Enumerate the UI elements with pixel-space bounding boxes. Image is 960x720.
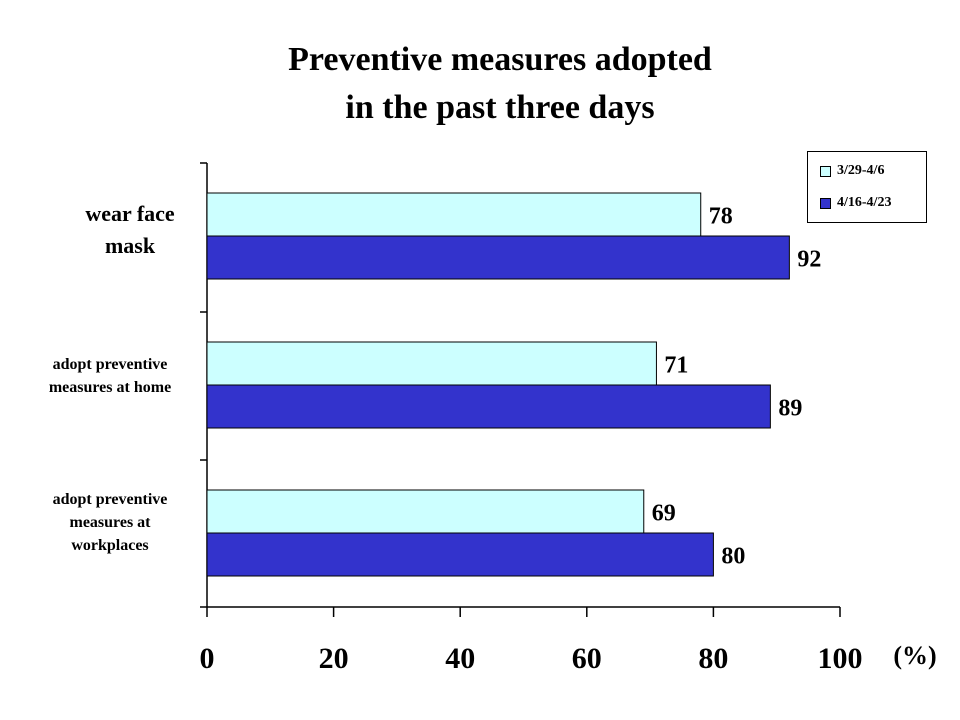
data-label-2-1: 92 bbox=[797, 247, 821, 273]
category-label-2-line-1: adopt preventive bbox=[52, 356, 168, 373]
data-label-1-1: 78 bbox=[709, 204, 733, 230]
legend-item-series-2: 4/16-4/23 bbox=[820, 195, 891, 211]
legend-swatch-series-2 bbox=[820, 197, 831, 209]
x-tick-label-40: 40 bbox=[445, 642, 475, 675]
chart-title-line-1: Preventive measures adopted bbox=[288, 41, 712, 78]
legend-label-series-2: 4/16-4/23 bbox=[837, 195, 892, 210]
legend: 3/29-4/6 4/16-4/23 bbox=[807, 151, 927, 223]
data-label-2-2: 89 bbox=[778, 396, 802, 422]
x-tick-label-80: 80 bbox=[698, 642, 728, 675]
bar-2-3 bbox=[206, 532, 714, 577]
category-label-1-line-1: wear face bbox=[85, 201, 175, 226]
data-label-2-3: 80 bbox=[721, 544, 745, 570]
category-label-3-line-3: workplaces bbox=[71, 537, 149, 555]
category-label-3-line-1: adopt preventive bbox=[52, 491, 168, 508]
bar-1-2 bbox=[206, 341, 657, 386]
category-label-3-line-2: measures at bbox=[69, 514, 151, 532]
data-label-1-2: 71 bbox=[664, 353, 688, 379]
x-axis-unit: (%) bbox=[893, 641, 936, 670]
x-tick-label-0: 0 bbox=[200, 642, 215, 675]
category-label-3: adopt preventive measures at workplaces bbox=[10, 488, 210, 558]
x-tick-label-60: 60 bbox=[572, 642, 602, 675]
bar-2-2 bbox=[206, 384, 771, 429]
bar-1-1 bbox=[206, 192, 702, 237]
category-label-2-line-2: measures at home bbox=[48, 379, 172, 397]
legend-item-series-1: 3/29-4/6 bbox=[820, 163, 884, 179]
chart-title: Preventive measures adopted in the past … bbox=[0, 36, 960, 132]
bar-1-3 bbox=[206, 489, 645, 534]
legend-swatch-series-1 bbox=[820, 165, 831, 177]
x-tick-label-100: 100 bbox=[818, 642, 863, 675]
x-tick-label-20: 20 bbox=[319, 642, 349, 675]
category-label-1: wear face mask bbox=[30, 198, 230, 262]
category-label-1-line-2: mask bbox=[104, 232, 156, 258]
data-label-1-3: 69 bbox=[652, 501, 676, 527]
category-label-2: adopt preventive measures at home bbox=[10, 353, 210, 399]
bar-2-1 bbox=[206, 235, 790, 280]
legend-label-series-1: 3/29-4/6 bbox=[837, 163, 885, 178]
chart-title-line-2: in the past three days bbox=[345, 89, 655, 126]
